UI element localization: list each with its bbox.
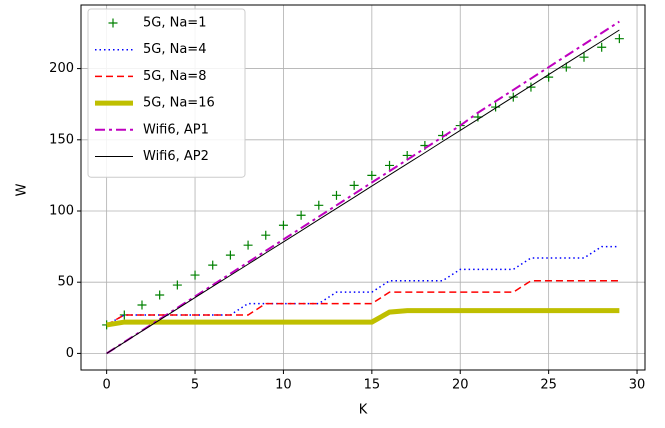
marker <box>208 260 218 270</box>
legend-label: 5G, Na=16 <box>143 96 215 111</box>
marker <box>243 240 253 250</box>
marker <box>402 150 412 160</box>
marker <box>278 220 288 230</box>
legend-label: 5G, Na=1 <box>143 16 206 31</box>
marker <box>314 200 324 210</box>
legend-label: Wifi6, AP2 <box>143 149 209 164</box>
series-line <box>106 29 620 354</box>
legend-label: Wifi6, AP1 <box>143 122 209 137</box>
marker <box>261 230 271 240</box>
marker <box>385 160 395 170</box>
x-tick-label: 15 <box>364 378 381 393</box>
marker <box>597 42 607 52</box>
x-tick-label: 0 <box>102 378 110 393</box>
marker <box>367 170 377 180</box>
series-line <box>106 308 620 328</box>
marker <box>225 250 235 260</box>
x-tick-label: 20 <box>452 378 469 393</box>
marker <box>614 34 624 44</box>
y-tick-label: 100 <box>49 203 74 218</box>
legend-label: 5G, Na=4 <box>143 42 206 57</box>
legend-box <box>87 8 246 178</box>
y-tick-label: 50 <box>57 275 74 290</box>
marker <box>137 300 147 310</box>
y-tick-label: 200 <box>49 61 74 76</box>
legend: 5G, Na=1 5G, Na=4 5G, Na=8 5G, Na=16 Wifi6, … <box>87 8 246 178</box>
series-line <box>106 20 620 355</box>
plot-frame <box>80 4 646 371</box>
x-tick-label: 10 <box>275 378 292 393</box>
marker <box>349 180 359 190</box>
marker <box>526 82 536 92</box>
marker <box>172 280 182 290</box>
x-tick-label: 25 <box>540 378 557 393</box>
marker <box>190 270 200 280</box>
marker <box>491 102 501 112</box>
series-line <box>106 245 620 326</box>
marker <box>579 52 589 62</box>
marker <box>155 290 165 300</box>
legend-marker <box>108 18 118 28</box>
x-tick-label: 30 <box>629 378 646 393</box>
marker <box>296 210 306 220</box>
legend-label: 5G, Na=8 <box>143 69 206 84</box>
y-tick-label: 0 <box>66 346 74 361</box>
x-tick-label: 5 <box>191 378 199 393</box>
y-axis-label: W <box>15 183 30 196</box>
x-axis-label: K <box>359 403 368 418</box>
marker <box>331 190 341 200</box>
marker <box>561 62 571 72</box>
y-tick-label: 150 <box>49 132 74 147</box>
series-line <box>106 280 620 326</box>
